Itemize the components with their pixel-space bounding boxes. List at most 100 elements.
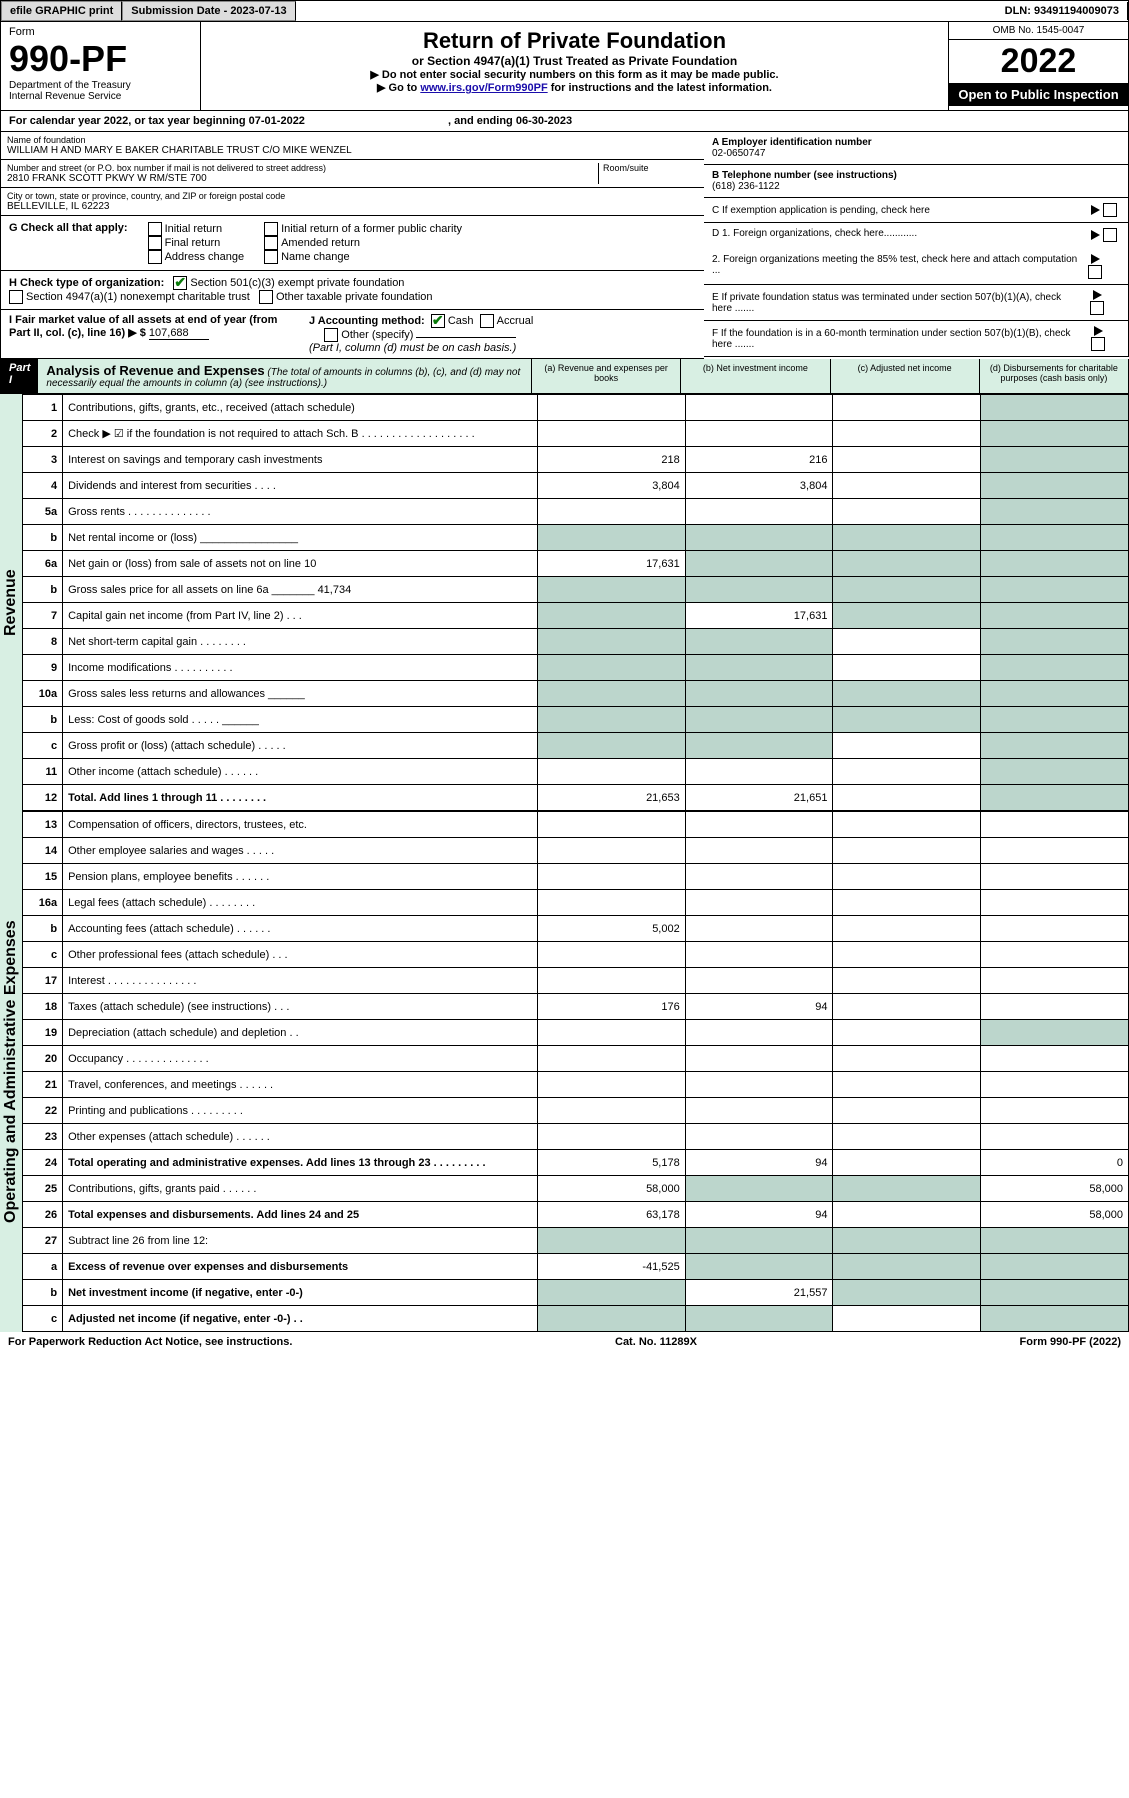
- name-label: Name of foundation: [7, 135, 698, 145]
- form-number: 990-PF: [9, 38, 192, 80]
- final-return-label: Final return: [165, 237, 221, 249]
- top-bar: efile GRAPHIC print Submission Date - 20…: [0, 0, 1129, 22]
- part1-label: Part I: [1, 359, 38, 393]
- table-row: bNet investment income (if negative, ent…: [23, 1280, 1129, 1306]
- h-label: H Check type of organization:: [9, 277, 164, 289]
- table-row: bNet rental income or (loss) ___________…: [23, 525, 1129, 551]
- amended-return-label: Amended return: [281, 237, 360, 249]
- instr-1: ▶ Do not enter social security numbers o…: [207, 68, 942, 81]
- arrow-icon: [1091, 205, 1100, 215]
- table-row: 6aNet gain or (loss) from sale of assets…: [23, 551, 1129, 577]
- table-row: 11Other income (attach schedule) . . . .…: [23, 759, 1129, 785]
- accrual-label: Accrual: [497, 315, 534, 327]
- calendar-year: For calendar year 2022, or tax year begi…: [0, 111, 1129, 132]
- table-row: 25Contributions, gifts, grants paid . . …: [23, 1176, 1129, 1202]
- page-footer: For Paperwork Reduction Act Notice, see …: [0, 1332, 1129, 1352]
- table-row: bAccounting fees (attach schedule) . . .…: [23, 916, 1129, 942]
- table-row: 7Capital gain net income (from Part IV, …: [23, 603, 1129, 629]
- table-row: bLess: Cost of goods sold . . . . . ____…: [23, 707, 1129, 733]
- room-label: Room/suite: [603, 163, 698, 173]
- form-word: Form: [9, 26, 192, 38]
- table-row: 12Total. Add lines 1 through 11 . . . . …: [23, 785, 1129, 811]
- foundation-name: WILLIAM H AND MARY E BAKER CHARITABLE TR…: [7, 145, 698, 156]
- address-change-label: Address change: [165, 251, 245, 263]
- initial-return-checkbox[interactable]: [148, 222, 162, 236]
- submission-date: Submission Date - 2023-07-13: [122, 1, 295, 21]
- table-row: 1Contributions, gifts, grants, etc., rec…: [23, 395, 1129, 421]
- c-checkbox[interactable]: [1103, 203, 1117, 217]
- revenue-sidebar: Revenue: [0, 394, 22, 811]
- table-row: 16aLegal fees (attach schedule) . . . . …: [23, 890, 1129, 916]
- d2-label: 2. Foreign organizations meeting the 85%…: [712, 254, 1088, 279]
- revenue-table: 1Contributions, gifts, grants, etc., rec…: [22, 394, 1129, 811]
- irs-link[interactable]: www.irs.gov/Form990PF: [420, 82, 547, 94]
- address-change-checkbox[interactable]: [148, 250, 162, 264]
- 4947-checkbox[interactable]: [9, 290, 23, 304]
- 501c3-label: Section 501(c)(3) exempt private foundat…: [190, 277, 404, 289]
- 501c3-checkbox[interactable]: [173, 276, 187, 290]
- col-a-header: (a) Revenue and expenses per books: [531, 359, 680, 393]
- table-row: 23Other expenses (attach schedule) . . .…: [23, 1124, 1129, 1150]
- e-label: E If private foundation status was termi…: [712, 292, 1082, 314]
- col-d-header: (d) Disbursements for charitable purpose…: [979, 359, 1128, 393]
- street-address: 2810 FRANK SCOTT PKWY W RM/STE 700: [7, 173, 598, 184]
- table-row: 9Income modifications . . . . . . . . . …: [23, 655, 1129, 681]
- c-exemption-label: C If exemption application is pending, c…: [712, 205, 930, 216]
- table-row: 5aGross rents . . . . . . . . . . . . . …: [23, 499, 1129, 525]
- table-row: 13Compensation of officers, directors, t…: [23, 812, 1129, 838]
- cash-checkbox[interactable]: [431, 314, 445, 328]
- table-row: cOther professional fees (attach schedul…: [23, 942, 1129, 968]
- city-state-zip: BELLEVILLE, IL 62223: [7, 201, 698, 212]
- cash-basis-note: (Part I, column (d) must be on cash basi…: [309, 342, 516, 354]
- table-row: 15Pension plans, employee benefits . . .…: [23, 864, 1129, 890]
- table-row: 18Taxes (attach schedule) (see instructi…: [23, 994, 1129, 1020]
- col-b-header: (b) Net investment income: [680, 359, 829, 393]
- dept-treasury: Department of the Treasury: [9, 80, 192, 91]
- table-row: 10aGross sales less returns and allowanc…: [23, 681, 1129, 707]
- cat-no: Cat. No. 11289X: [615, 1336, 697, 1348]
- table-row: bGross sales price for all assets on lin…: [23, 577, 1129, 603]
- addr-label: Number and street (or P.O. box number if…: [7, 163, 598, 173]
- omb-number: OMB No. 1545-0047: [949, 22, 1128, 40]
- table-row: aExcess of revenue over expenses and dis…: [23, 1254, 1129, 1280]
- name-change-label: Name change: [281, 251, 350, 263]
- name-change-checkbox[interactable]: [264, 250, 278, 264]
- accrual-checkbox[interactable]: [480, 314, 494, 328]
- g-label: G Check all that apply:: [9, 222, 128, 234]
- initial-return-label: Initial return: [165, 223, 222, 235]
- col-c-header: (c) Adjusted net income: [830, 359, 979, 393]
- city-label: City or town, state or province, country…: [7, 191, 698, 201]
- table-row: 20Occupancy . . . . . . . . . . . . . .: [23, 1046, 1129, 1072]
- ein-label: A Employer identification number: [712, 137, 872, 148]
- expenses-sidebar: Operating and Administrative Expenses: [0, 811, 22, 1332]
- initial-former-checkbox[interactable]: [264, 222, 278, 236]
- open-inspection: Open to Public Inspection: [949, 83, 1128, 106]
- other-method-checkbox[interactable]: [324, 328, 338, 342]
- table-row: 3Interest on savings and temporary cash …: [23, 447, 1129, 473]
- part1-title: Analysis of Revenue and Expenses: [46, 363, 264, 378]
- table-row: 4Dividends and interest from securities …: [23, 473, 1129, 499]
- other-method-label: Other (specify): [341, 329, 413, 341]
- irs-label: Internal Revenue Service: [9, 91, 192, 102]
- table-row: 2Check ▶ ☑ if the foundation is not requ…: [23, 421, 1129, 447]
- table-row: cAdjusted net income (if negative, enter…: [23, 1306, 1129, 1332]
- instr-2: ▶ Go to www.irs.gov/Form990PF for instru…: [207, 81, 942, 94]
- f-checkbox[interactable]: [1091, 337, 1105, 351]
- efile-print-button[interactable]: efile GRAPHIC print: [1, 1, 122, 21]
- ein-value: 02-0650747: [712, 148, 765, 159]
- amended-return-checkbox[interactable]: [264, 236, 278, 250]
- 4947-label: Section 4947(a)(1) nonexempt charitable …: [26, 291, 250, 303]
- accounting-label: J Accounting method:: [309, 315, 425, 327]
- table-row: 19Depreciation (attach schedule) and dep…: [23, 1020, 1129, 1046]
- table-row: 24Total operating and administrative exp…: [23, 1150, 1129, 1176]
- e-checkbox[interactable]: [1090, 301, 1104, 315]
- d1-checkbox[interactable]: [1103, 228, 1117, 242]
- pra-notice: For Paperwork Reduction Act Notice, see …: [8, 1336, 292, 1348]
- phone-label: B Telephone number (see instructions): [712, 170, 897, 181]
- final-return-checkbox[interactable]: [148, 236, 162, 250]
- d2-checkbox[interactable]: [1088, 265, 1102, 279]
- fmv-value: 107,688: [149, 327, 209, 340]
- table-row: 17Interest . . . . . . . . . . . . . . .: [23, 968, 1129, 994]
- other-taxable-checkbox[interactable]: [259, 290, 273, 304]
- form-ref: Form 990-PF (2022): [1020, 1336, 1121, 1348]
